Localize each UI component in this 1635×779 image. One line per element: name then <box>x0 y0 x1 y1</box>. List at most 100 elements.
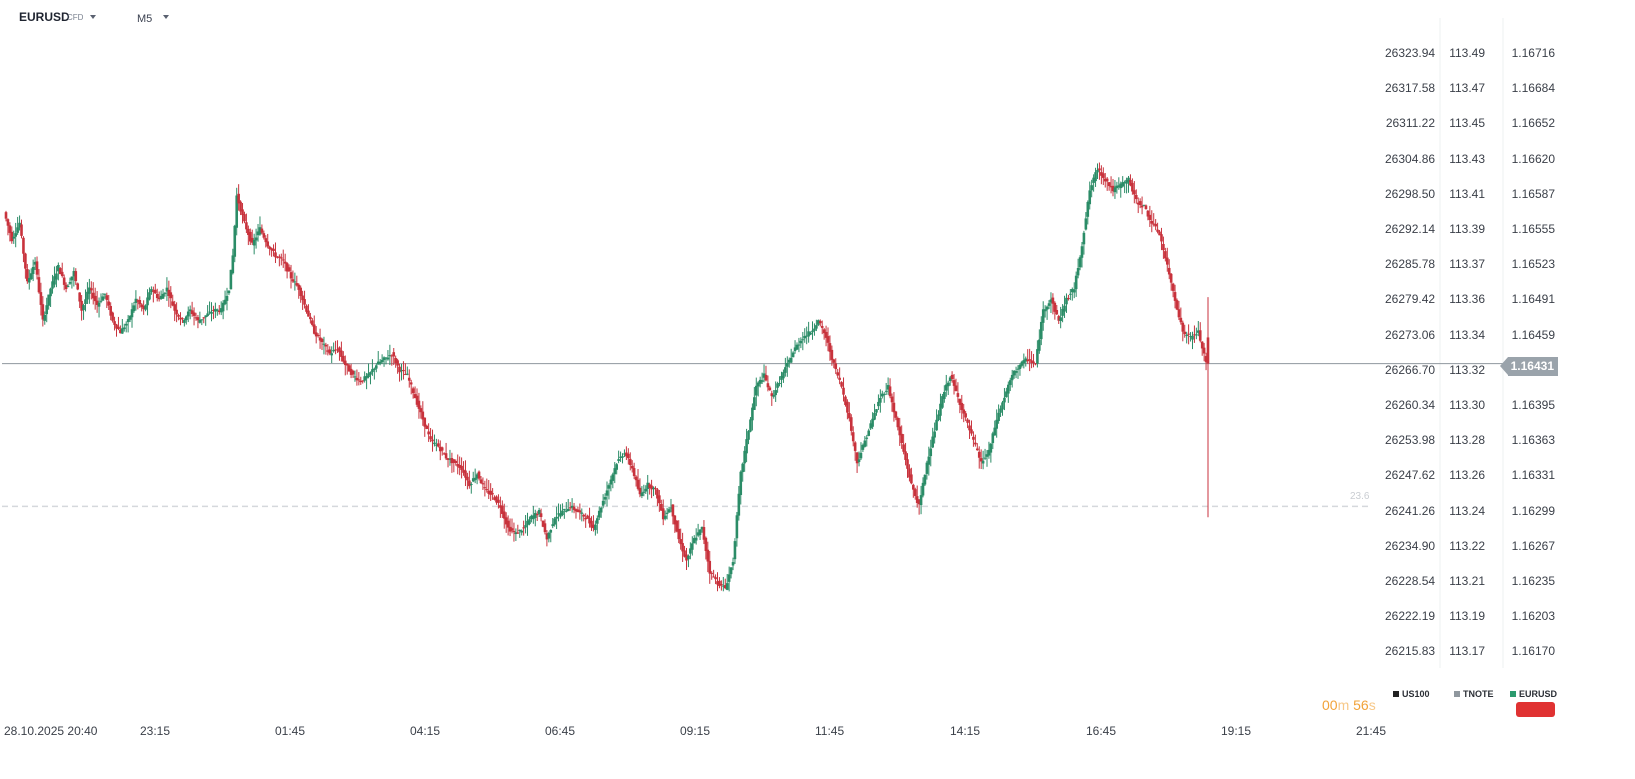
candle-body <box>241 209 244 216</box>
candle-body <box>227 290 231 294</box>
candle-body <box>559 513 562 517</box>
candle-body <box>797 344 801 346</box>
candle-body <box>1061 308 1064 316</box>
legend-tnote[interactable]: TNOTE <box>1454 689 1494 699</box>
candle-body <box>952 380 956 386</box>
candle-body <box>865 437 869 439</box>
candle-body <box>88 287 91 294</box>
axis-tick-us100: 26253.98 <box>1385 433 1436 448</box>
candle-body <box>563 508 566 510</box>
axis-tick-eurusd: 1.16235 <box>1511 574 1555 588</box>
candle-body <box>753 397 756 410</box>
candle-body <box>677 528 681 540</box>
candle-body <box>216 309 219 311</box>
candle-body <box>768 387 772 391</box>
candle-body <box>547 532 551 539</box>
candle-body <box>165 287 169 292</box>
candle-body <box>704 537 708 552</box>
sell-button[interactable] <box>1516 702 1555 717</box>
candle-body <box>437 443 440 447</box>
candle-body <box>1047 303 1051 306</box>
candle-body <box>754 385 758 396</box>
candle-body <box>223 299 227 305</box>
candle-body <box>1022 360 1026 364</box>
candle-body <box>535 514 539 516</box>
candle-body <box>1125 179 1128 184</box>
candle-body <box>824 331 828 338</box>
candle-body <box>225 295 229 301</box>
candle-body <box>155 294 159 299</box>
candle-body <box>214 308 217 312</box>
axis-tick-eurusd: 1.16331 <box>1511 468 1555 483</box>
candle-body <box>747 431 750 440</box>
candle-body <box>1003 397 1006 403</box>
candle-body <box>580 512 584 514</box>
candle-body <box>782 372 785 379</box>
candle-body <box>355 377 359 381</box>
candle-body <box>279 257 283 259</box>
candle-body <box>714 577 717 580</box>
candle-body <box>656 489 659 499</box>
candle-body <box>941 396 944 408</box>
candle-body <box>795 344 799 350</box>
candle-body <box>1072 289 1076 293</box>
candle-body <box>1024 358 1028 362</box>
axis-tick-eurusd: 1.16267 <box>1511 538 1555 553</box>
axis-tick-tnote: 113.36 <box>1449 292 1485 307</box>
candle-body <box>458 464 461 468</box>
time-tick: 16:45 <box>1086 724 1117 738</box>
time-tick: 04:15 <box>410 724 441 738</box>
candle-body <box>661 508 665 520</box>
candle-body <box>813 328 816 331</box>
legend-eurusd[interactable]: EURUSD <box>1510 689 1557 699</box>
candle-body <box>710 572 713 574</box>
timeframe-selector[interactable]: M5 <box>137 13 153 25</box>
candle-body <box>206 313 209 316</box>
candle-body <box>343 360 347 366</box>
candle-body <box>1070 289 1074 293</box>
timeframe-chevron-down-icon[interactable] <box>163 15 169 19</box>
candle-body <box>658 495 661 504</box>
axis-tick-eurusd: 1.16170 <box>1511 644 1555 659</box>
candle-body <box>501 505 504 514</box>
candle-body <box>113 321 116 325</box>
symbol-name[interactable]: EURUSD <box>19 10 70 24</box>
candle-body <box>1146 210 1150 217</box>
candle-body <box>466 476 469 481</box>
candle-body <box>452 459 456 463</box>
candle-body <box>1200 341 1204 349</box>
candle-body <box>235 195 239 228</box>
candle-body <box>968 425 971 431</box>
candle-body <box>374 365 378 369</box>
candle-body <box>830 349 834 360</box>
candle-body <box>1102 173 1105 178</box>
candle-body <box>605 490 609 496</box>
candle-body <box>392 352 396 357</box>
candle-body <box>564 510 568 512</box>
candle-body <box>828 343 832 352</box>
candle-body <box>1088 190 1092 205</box>
axis-tick-tnote: 113.39 <box>1449 222 1485 236</box>
candle-body <box>39 292 43 305</box>
candle-body <box>398 366 401 373</box>
candle-body <box>687 555 690 560</box>
candle-body <box>53 276 56 285</box>
candle-body <box>1051 297 1055 304</box>
candle-body <box>278 256 281 258</box>
candle-body <box>979 458 983 462</box>
candle-body <box>516 532 520 534</box>
symbol-chevron-down-icon[interactable] <box>90 15 96 19</box>
candle-body <box>169 292 173 299</box>
candle-body <box>1127 177 1130 183</box>
legend-us100[interactable]: US100 <box>1393 689 1430 699</box>
candle-body <box>1183 331 1187 335</box>
candle-body <box>590 520 593 528</box>
candle-body <box>908 468 911 478</box>
candle-body <box>731 562 735 566</box>
candle-body <box>303 299 306 305</box>
candle-body <box>956 393 960 397</box>
candle-body <box>371 369 374 373</box>
candle-body <box>894 411 898 418</box>
candle-body <box>1053 302 1057 312</box>
